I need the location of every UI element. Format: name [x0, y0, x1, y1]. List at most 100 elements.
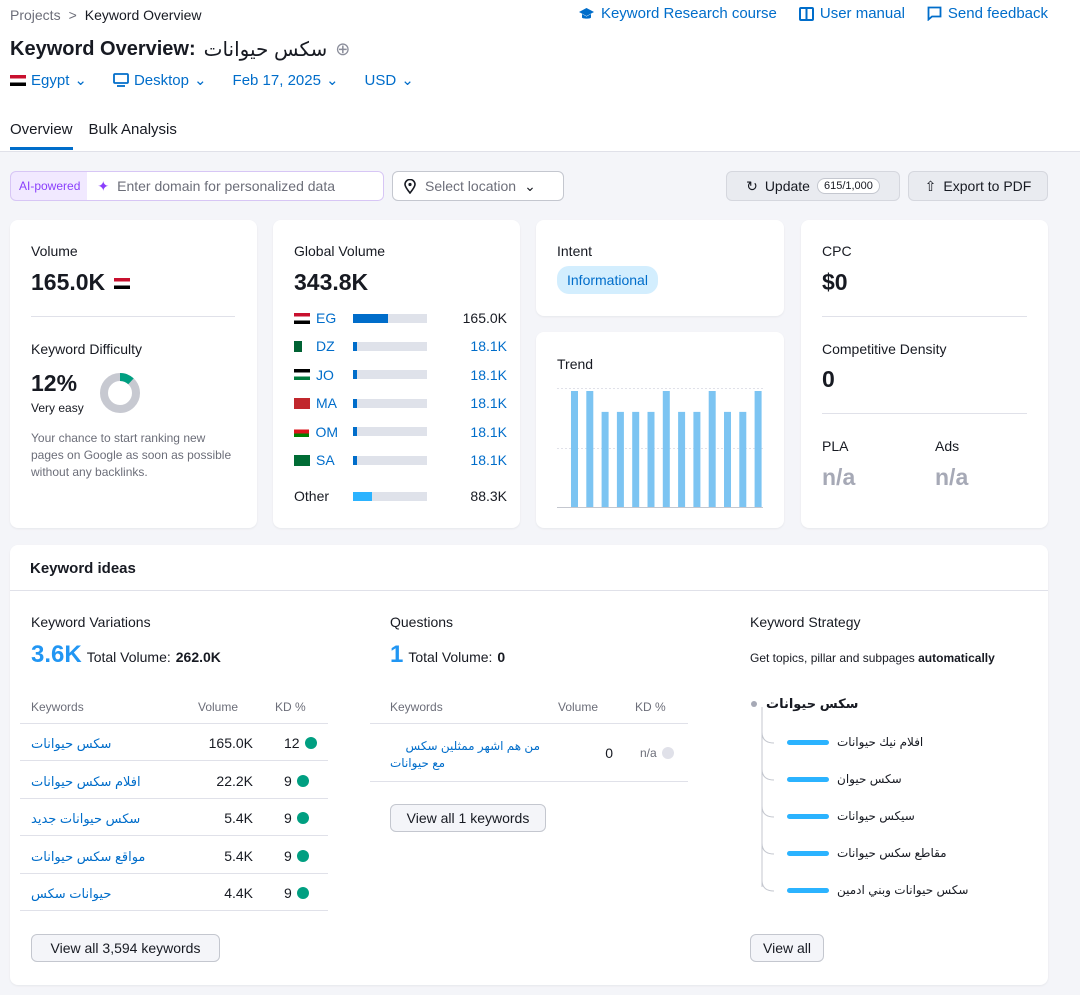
variations-count[interactable]: 3.6K: [31, 641, 82, 668]
trend-bar[interactable]: [616, 411, 624, 507]
trend-bar[interactable]: [662, 391, 670, 507]
keyword-ideas-card: Keyword ideas Keyword Variations 3.6K To…: [10, 545, 1048, 985]
table-row: سكس حيوانات 165.0K 12: [20, 724, 328, 761]
country-value[interactable]: 18.1K: [470, 395, 507, 412]
currency-select[interactable]: USD ⌄: [364, 71, 414, 90]
country-flag-icon: [294, 397, 310, 409]
currency-value: USD: [364, 71, 397, 89]
column-header-keywords: Keywords: [31, 700, 84, 714]
update-button[interactable]: ↻ Update 615/1,000: [726, 171, 900, 201]
question-keyword-line: مع حيوانات: [390, 756, 446, 770]
strategy-subtopic[interactable]: سكس حيوانات وبني ادمين: [787, 883, 968, 897]
country-flag-icon: [294, 340, 310, 352]
subtopic-volume-bar: [787, 739, 829, 745]
add-to-list-icon[interactable]: ⊕: [335, 39, 351, 59]
tab-overview[interactable]: Overview: [10, 121, 73, 150]
country-code[interactable]: EG: [294, 310, 338, 326]
book-icon: [798, 6, 814, 21]
country-bar-fill: [353, 398, 357, 408]
keyword-kd-value: 9: [284, 772, 292, 789]
strategy-tree-lines: [751, 701, 775, 892]
trend-bar[interactable]: [586, 391, 594, 507]
toolbar: AI-powered ✦ Enter domain for personaliz…: [10, 171, 1048, 201]
date-select[interactable]: Feb 17, 2025 ⌄: [233, 71, 339, 90]
subtopic-volume-bar: [787, 813, 829, 819]
country-value[interactable]: 18.1K: [470, 452, 507, 468]
variations-label[interactable]: Keyword Variations: [31, 614, 151, 630]
country-code-label: JO: [316, 366, 334, 383]
feedback-link[interactable]: Send feedback: [927, 5, 1048, 22]
country-flag-icon: [294, 312, 310, 324]
update-button-label: Update: [764, 178, 810, 194]
questions-count[interactable]: 1: [390, 641, 404, 668]
strategy-subtopic[interactable]: سكس حيوان: [787, 772, 902, 786]
country-row: DZ 18.1K: [294, 337, 507, 355]
trend-bar[interactable]: [708, 391, 716, 507]
top-links: Keyword Research course User manual Send…: [578, 5, 1048, 22]
keyword-kd: 9: [284, 810, 309, 826]
trend-bar[interactable]: [724, 411, 731, 507]
country-code[interactable]: OM: [294, 424, 338, 440]
trend-bar[interactable]: [754, 391, 762, 507]
device-select[interactable]: Desktop ⌄: [113, 71, 207, 89]
keyword-link[interactable]: افلام سكس حيوانات: [31, 773, 141, 789]
course-link[interactable]: Keyword Research course: [578, 5, 777, 22]
kd-indicator-dot: [661, 747, 674, 759]
egypt-flag-icon: [113, 278, 130, 290]
trend-bar[interactable]: [632, 411, 640, 507]
strategy-root-keyword[interactable]: سكس حيوانات: [766, 696, 859, 711]
location-pin-icon: [404, 178, 416, 194]
country-bar-fill: [353, 313, 388, 323]
view-all-questions-button[interactable]: View all 1 keywords: [390, 804, 546, 832]
strategy-desc-bold: automatically: [918, 651, 995, 665]
strategy-subtopic[interactable]: سيكس حيوانات: [787, 809, 915, 823]
keyword-volume: 4.4K: [224, 885, 253, 901]
strategy-subtopic[interactable]: افلام نيك حيوانات: [787, 735, 923, 749]
chat-bubble-icon: [927, 6, 942, 21]
keyword-link[interactable]: حيوانات سكس: [31, 886, 112, 901]
export-pdf-button[interactable]: ⇧ Export to PDF: [908, 171, 1048, 201]
country-bar-fill: [353, 455, 357, 465]
questions-total: 0: [497, 649, 506, 665]
table-row: افلام سكس حيوانات 22.2K 9: [20, 762, 328, 799]
keyword-link[interactable]: سكس حيوانات: [31, 736, 112, 751]
country-code[interactable]: DZ: [294, 338, 338, 354]
volume-label: Volume: [31, 243, 78, 259]
divider: [370, 723, 688, 724]
country-select[interactable]: Egypt ⌄: [10, 71, 87, 89]
keyword-link[interactable]: سكس حيوانات جديد: [31, 811, 141, 826]
domain-input[interactable]: ✦ Enter domain for personalized data: [87, 172, 383, 200]
graduation-cap-icon: [578, 7, 594, 19]
trend-bar[interactable]: [739, 411, 747, 507]
divider: [20, 723, 328, 724]
page-title-keyword: سكس حيوانات: [203, 39, 328, 61]
keyword-volume: 5.4K: [224, 847, 253, 864]
strategy-subtopic[interactable]: مقاطع سكس حيوانات: [787, 846, 947, 860]
density-label: Competitive Density: [822, 341, 947, 357]
country-code[interactable]: MA: [294, 395, 338, 411]
global-volume-label: Global Volume: [294, 243, 386, 259]
trend-bar[interactable]: [647, 411, 655, 507]
tab-bulk-analysis[interactable]: Bulk Analysis: [88, 121, 177, 138]
keyword-link[interactable]: مواقع سكس حيوانات: [31, 848, 146, 864]
trend-bar[interactable]: [678, 411, 686, 507]
country-code[interactable]: JO: [294, 367, 338, 383]
view-all-variations-button[interactable]: View all 3,594 keywords: [31, 934, 220, 962]
manual-link[interactable]: User manual: [798, 5, 905, 22]
country-value[interactable]: 18.1K: [470, 423, 507, 440]
country-code[interactable]: SA: [294, 452, 338, 468]
question-keyword-link[interactable]: من هم اشهر ممثلين سكس مع حيوانات: [390, 738, 540, 772]
country-value[interactable]: 18.1K: [470, 366, 507, 383]
ads-value: n/a: [935, 464, 969, 490]
column-header-volume: Volume: [198, 700, 239, 714]
questions-label[interactable]: Questions: [390, 614, 454, 630]
location-select[interactable]: Select location ⌄: [392, 171, 564, 201]
trend-bar[interactable]: [571, 391, 578, 507]
difficulty-level: Very easy: [31, 401, 84, 415]
pla-label: PLA: [822, 438, 849, 454]
trend-bar[interactable]: [601, 411, 609, 507]
country-value[interactable]: 18.1K: [470, 338, 507, 355]
trend-bar[interactable]: [693, 411, 701, 507]
breadcrumb-projects[interactable]: Projects: [10, 7, 61, 23]
view-all-strategy-button[interactable]: View all: [750, 934, 824, 962]
